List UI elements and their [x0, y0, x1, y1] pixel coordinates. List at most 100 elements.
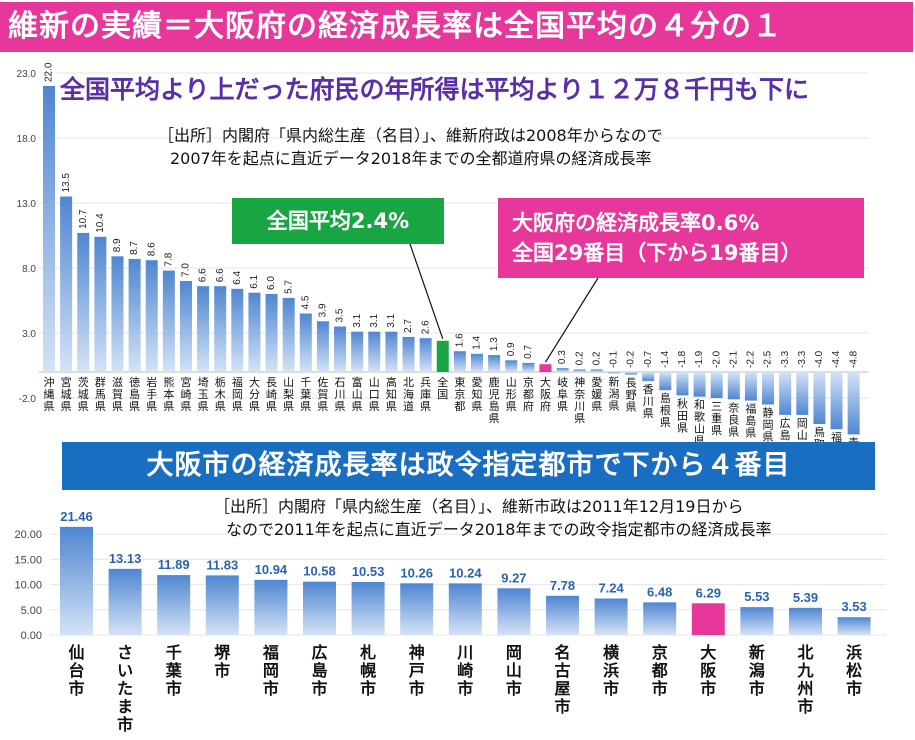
category-label: 大: [249, 375, 260, 389]
data-label: 6.4: [232, 270, 243, 284]
category-label: 山: [506, 661, 522, 680]
data-label: 10.58: [303, 564, 336, 579]
bar-岡山県: [796, 372, 809, 415]
category-label: 根: [660, 403, 671, 417]
data-label: 6.29: [696, 585, 721, 600]
data-label: 3.9: [318, 303, 329, 317]
data-label: 5.7: [283, 280, 294, 294]
category-label: 知: [386, 387, 397, 401]
category-label: 都: [651, 661, 668, 680]
source-line-2: 2007年を起点に直近データ2018年までの全都道府県の経済成長率: [170, 149, 652, 168]
category-label: 岡: [797, 417, 808, 430]
bar-堺市: [205, 575, 239, 635]
bar-京都府: [522, 362, 535, 372]
bar-東京都: [453, 351, 466, 372]
category-label: 県: [300, 400, 311, 413]
bar-島根県: [659, 372, 672, 391]
category-label: 大: [700, 643, 716, 662]
category-label: 滋: [112, 376, 123, 389]
bar-北九州市: [789, 607, 822, 635]
data-label: 2.6: [420, 320, 431, 334]
category-label: 本: [163, 387, 174, 401]
category-label: 賀: [317, 388, 328, 401]
bar-新潟市: [740, 607, 774, 635]
category-label: 県: [711, 424, 722, 437]
bar-大阪市: [691, 603, 725, 635]
data-label: 7.24: [598, 581, 624, 596]
category-label: 新: [749, 643, 765, 662]
category-label: 松: [846, 661, 862, 680]
y-tick-label: 20.00: [14, 529, 42, 541]
callout-pointer: [544, 277, 599, 363]
prefecture-growth-chart: 23.0 18.0 13.0 8.0 3.0 -2.0 22.0 沖縄県 13.5 宮城県 10.7…: [17, 62, 869, 473]
category-label: 県: [694, 435, 705, 448]
category-label: 県: [574, 412, 585, 425]
data-label: 7.0: [181, 263, 192, 277]
category-label: 県: [660, 416, 671, 429]
category-label: 県: [728, 425, 739, 438]
category-label: 県: [420, 400, 431, 413]
bar-富山県: [351, 331, 364, 372]
data-label: -3.3: [797, 350, 808, 368]
y-tick-label: -2.0: [19, 394, 37, 405]
data-label: 0.2: [574, 351, 585, 365]
category-label: 大: [540, 375, 551, 389]
category-label: 市: [214, 661, 230, 680]
data-label: 5.53: [744, 589, 769, 604]
bar-福岡市: [254, 579, 288, 635]
category-label: 市: [409, 679, 425, 698]
category-label: 山: [283, 376, 294, 389]
category-label: 島: [780, 428, 791, 442]
category-label: 広: [780, 417, 791, 430]
bar-愛知県: [471, 353, 483, 372]
category-label: 児: [489, 388, 500, 401]
data-label: 11.83: [206, 557, 238, 572]
category-label: 口: [369, 388, 380, 401]
category-label: 重: [711, 411, 722, 425]
bar-徳島県: [128, 258, 141, 372]
category-label: 京: [454, 387, 465, 401]
y-tick-label: 8.0: [22, 264, 36, 275]
data-label: -1.8: [677, 350, 688, 368]
category-label: 神: [409, 643, 425, 662]
bar-浜松市: [837, 617, 871, 635]
bar-広島県: [779, 372, 792, 415]
category-label: 川: [335, 388, 346, 401]
data-label: -1.4: [660, 350, 671, 368]
bar-高知県: [385, 331, 398, 372]
category-label: 市: [652, 679, 668, 698]
category-label: 潟: [608, 387, 619, 400]
bar-栃木県: [214, 286, 227, 372]
category-label: 愛: [472, 376, 483, 389]
category-label: 川: [574, 400, 585, 413]
category-label: 県: [745, 427, 756, 440]
category-label: 県: [608, 399, 619, 412]
data-label: -1.9: [694, 350, 705, 368]
data-label: -0.7: [643, 350, 654, 368]
data-label: 3.1: [386, 313, 397, 327]
bar-和歌山県: [693, 372, 706, 397]
category-label: 良: [728, 412, 739, 426]
category-label: 県: [232, 400, 243, 413]
category-label: 崎: [266, 387, 277, 401]
bar-札幌市: [351, 581, 385, 635]
category-label: 愛: [591, 376, 602, 389]
bar-香川県: [642, 372, 655, 382]
category-label: 県: [266, 400, 277, 413]
data-label: 22.0: [44, 62, 55, 82]
category-label: 都: [454, 400, 465, 413]
category-label: 県: [146, 400, 157, 413]
data-label: 8.9: [112, 238, 123, 252]
category-label: 徳: [129, 376, 140, 389]
category-label: 市: [700, 679, 716, 698]
data-label: 7.8: [163, 252, 174, 266]
category-label: 島: [745, 414, 756, 428]
category-label: 岡: [232, 388, 243, 401]
data-label: 3.5: [335, 308, 346, 322]
category-label: 長: [266, 376, 277, 389]
bar-新潟県: [607, 372, 620, 374]
category-label: 福: [745, 402, 756, 416]
category-label: 仙: [68, 643, 84, 662]
data-label: 13.13: [109, 551, 142, 566]
